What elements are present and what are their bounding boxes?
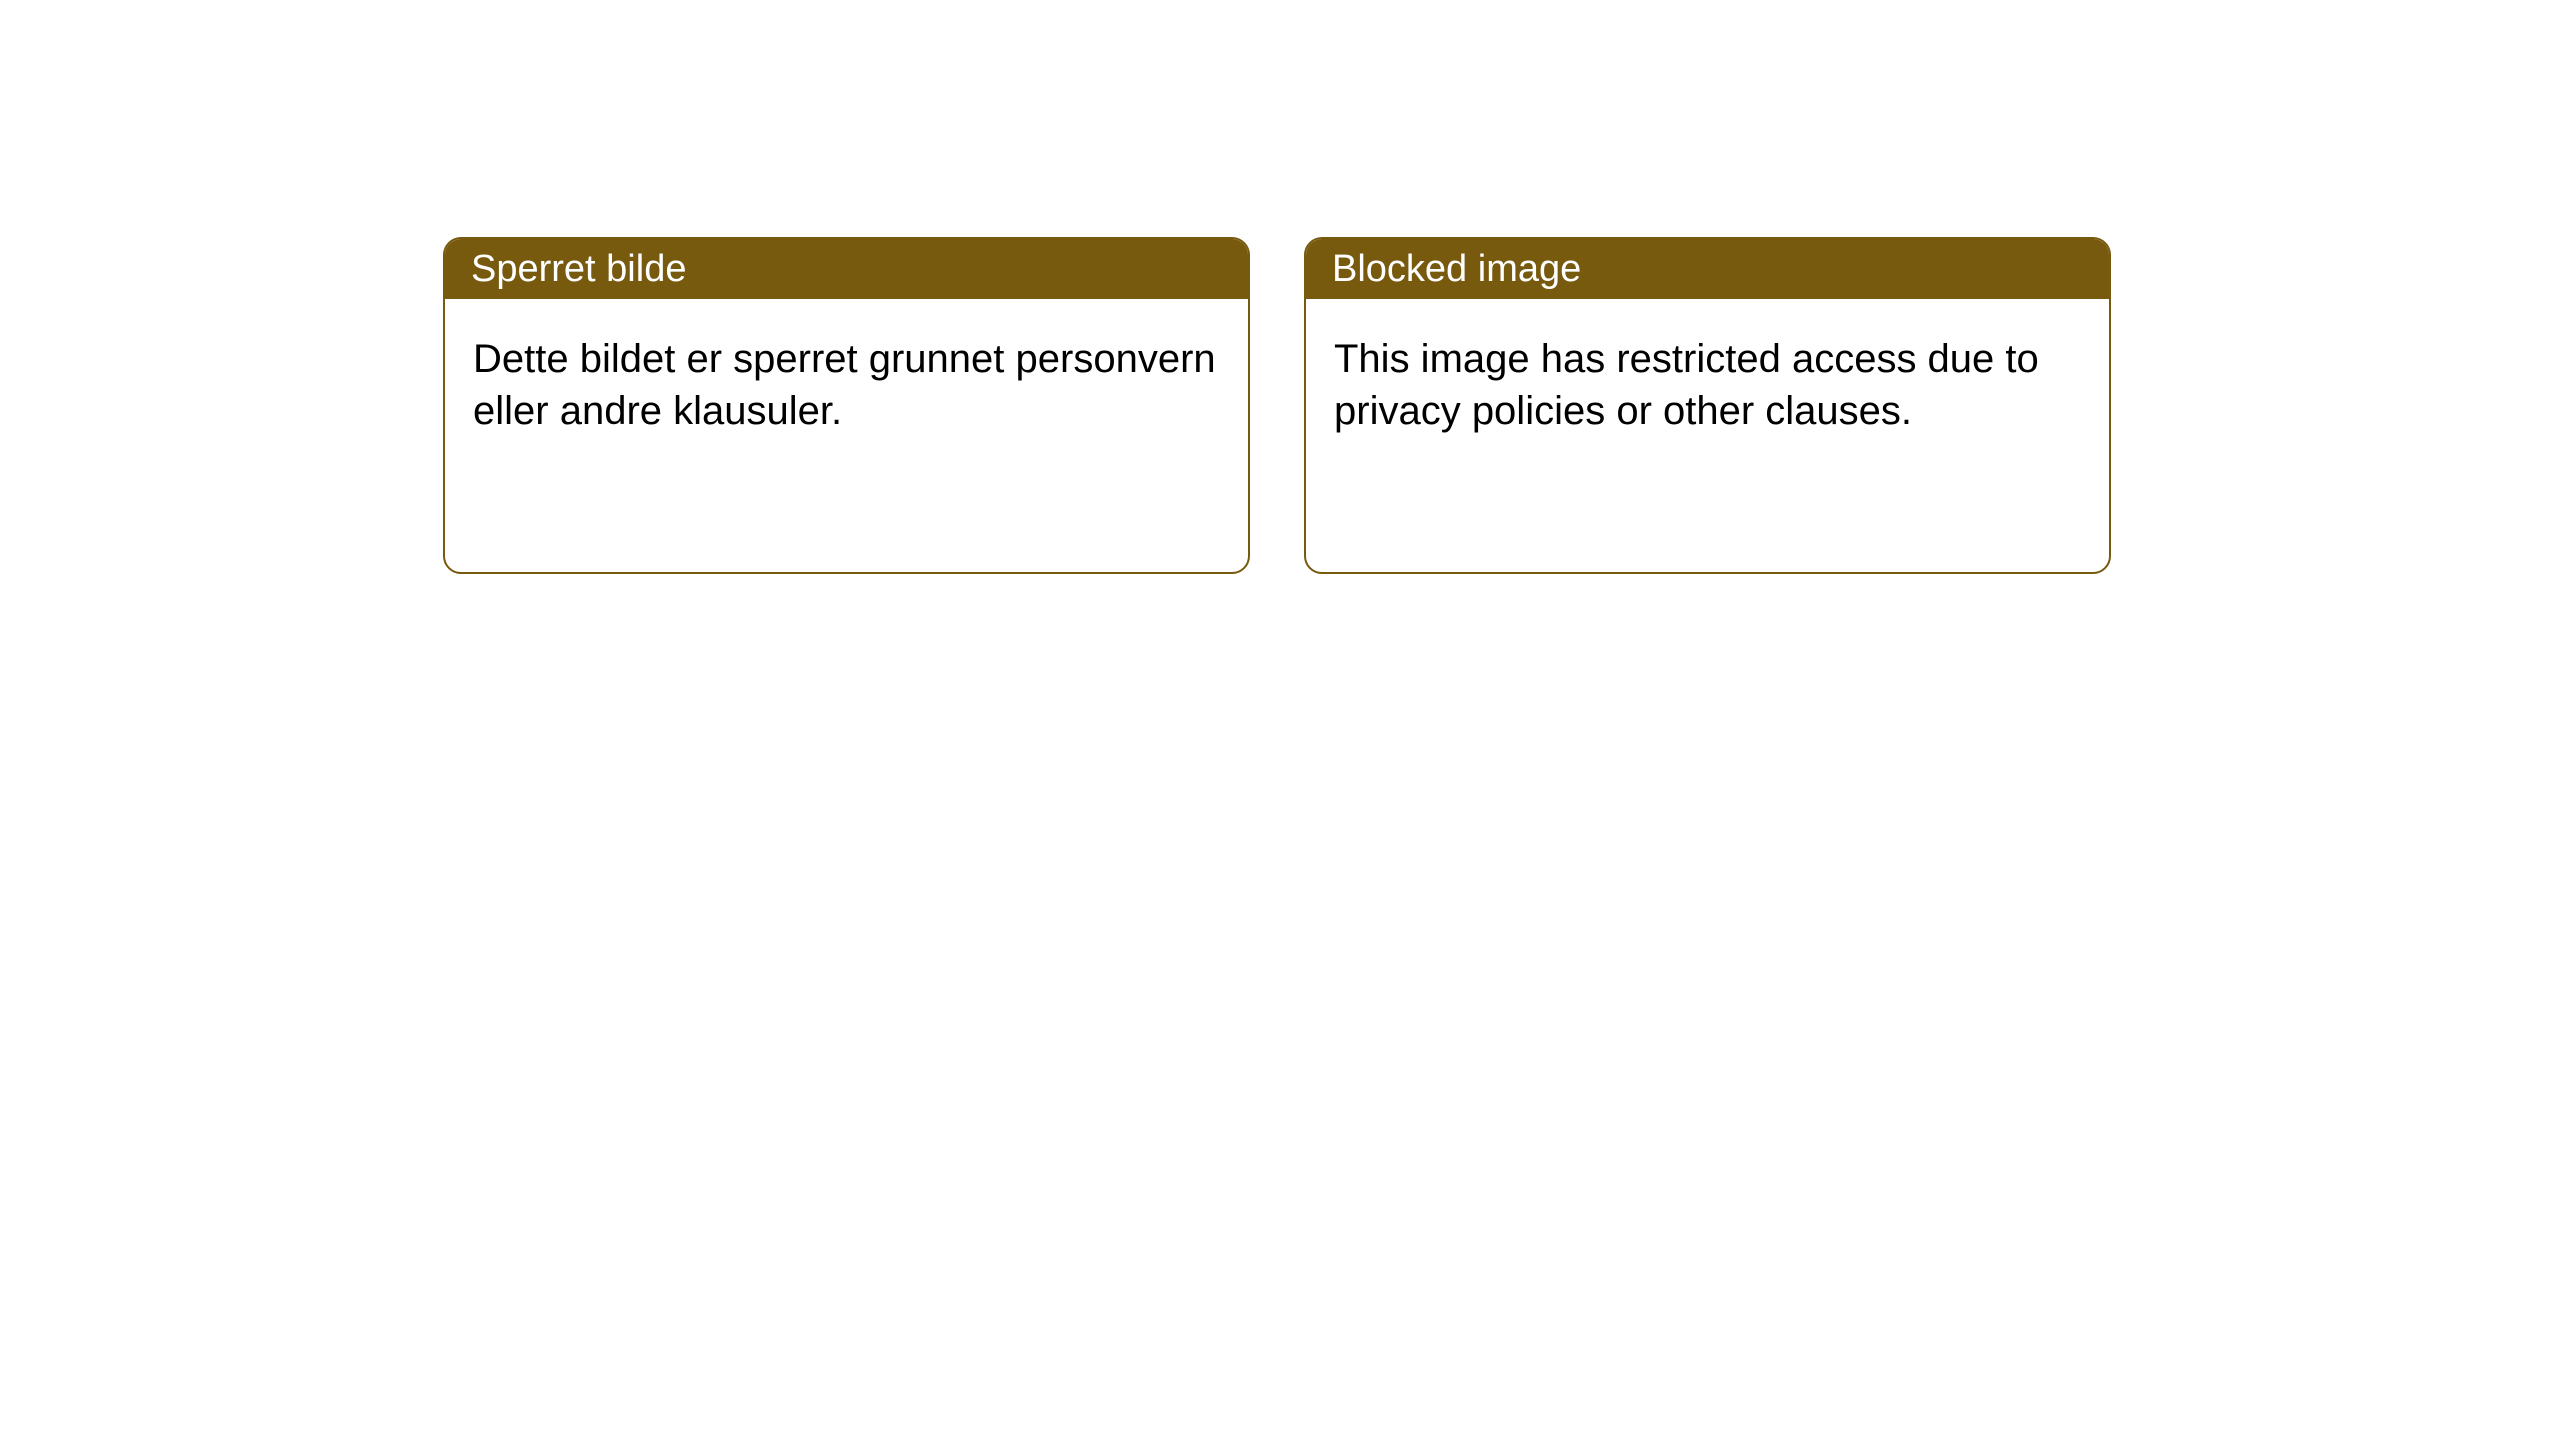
card-body: This image has restricted access due to … [1306,299,2109,471]
card-header: Blocked image [1306,239,2109,299]
notice-card-english: Blocked image This image has restricted … [1304,237,2111,574]
card-body: Dette bildet er sperret grunnet personve… [445,299,1248,471]
card-body-text: This image has restricted access due to … [1334,337,2039,433]
notice-cards-container: Sperret bilde Dette bildet er sperret gr… [443,237,2111,574]
notice-card-norwegian: Sperret bilde Dette bildet er sperret gr… [443,237,1250,574]
card-title: Blocked image [1332,248,1581,291]
card-header: Sperret bilde [445,239,1248,299]
card-body-text: Dette bildet er sperret grunnet personve… [473,337,1216,433]
card-title: Sperret bilde [471,248,686,291]
